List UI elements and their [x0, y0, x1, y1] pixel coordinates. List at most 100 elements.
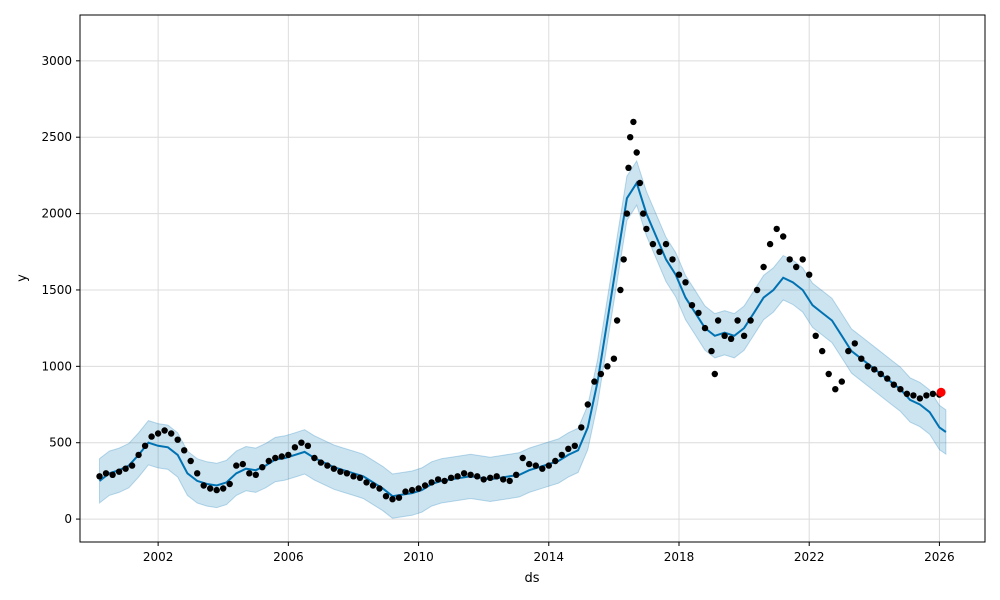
observed-point	[246, 470, 253, 477]
observed-point	[395, 494, 403, 501]
observed-point	[552, 457, 559, 465]
observed-point	[128, 462, 136, 469]
observed-point	[662, 240, 670, 248]
observed-point	[714, 317, 722, 324]
observed-point	[382, 493, 390, 500]
observed-point	[174, 436, 181, 443]
observed-point	[194, 470, 201, 477]
observed-point	[884, 375, 891, 382]
observed-point	[625, 164, 632, 171]
observed-point	[897, 386, 904, 393]
plot-frame	[79, 14, 986, 543]
observed-point	[487, 474, 494, 481]
observed-point	[350, 473, 357, 480]
observed-point	[799, 256, 806, 263]
forecast-series	[98, 180, 947, 498]
observed-point	[506, 477, 513, 485]
observed-point	[669, 256, 676, 263]
observed-point	[851, 340, 858, 347]
interval-band	[99, 159, 947, 519]
observed-point	[343, 470, 351, 477]
observed-point	[148, 433, 155, 440]
observed-point	[656, 248, 663, 255]
observed-point	[910, 392, 917, 399]
x-axis-ticks: 2002 2006 2010 2014 2018 2022 2026	[143, 542, 955, 564]
observed-point	[610, 355, 618, 362]
observed-point	[633, 149, 640, 156]
observed-point	[454, 473, 461, 480]
observed-point	[838, 378, 845, 385]
observed-point	[620, 256, 627, 263]
observed-point	[565, 445, 572, 452]
observed-point	[324, 462, 331, 469]
observed-point	[675, 271, 683, 278]
gridlines	[80, 15, 985, 542]
observed-point	[643, 225, 650, 233]
observed-point	[877, 370, 884, 378]
observed-point	[903, 390, 911, 397]
observed-series	[96, 118, 943, 503]
observed-point	[239, 460, 246, 468]
observed-point	[480, 476, 487, 483]
observed-point	[688, 302, 696, 309]
observed-point	[916, 395, 924, 402]
observed-point	[923, 392, 930, 399]
observed-point	[747, 317, 754, 324]
forecast-line	[98, 180, 947, 498]
observed-point	[285, 451, 292, 459]
observed-point	[363, 479, 370, 486]
uncertainty-interval	[99, 159, 947, 519]
observed-point	[929, 390, 937, 397]
observed-point	[154, 430, 162, 437]
observed-point	[311, 454, 318, 462]
observed-point	[727, 335, 735, 342]
observed-point	[613, 317, 621, 324]
observed-point	[695, 309, 702, 317]
observed-point	[825, 370, 832, 378]
observed-point	[356, 474, 364, 481]
x-tick-label: 2002	[143, 550, 174, 564]
observed-point	[526, 460, 533, 468]
observed-point	[519, 454, 526, 462]
observed-point	[773, 225, 780, 233]
y-tick-label: 1000	[41, 359, 72, 373]
observed-point	[636, 179, 644, 187]
observed-point	[115, 468, 123, 475]
observed-point	[252, 471, 259, 478]
observed-point	[213, 486, 220, 494]
observed-point	[278, 453, 285, 460]
observed-point	[467, 471, 474, 478]
observed-point	[539, 465, 546, 472]
observed-point	[233, 462, 240, 469]
observed-point	[734, 317, 741, 324]
observed-point	[447, 474, 455, 481]
x-tick-label: 2010	[403, 550, 434, 564]
observed-point	[532, 462, 539, 469]
observed-point	[415, 485, 422, 492]
observed-point	[871, 366, 878, 373]
observed-point	[786, 256, 793, 263]
observed-point	[337, 468, 344, 475]
observed-point	[623, 210, 631, 217]
x-axis-label: ds	[524, 571, 539, 586]
observed-point	[864, 363, 871, 370]
observed-point	[701, 324, 709, 332]
y-tick-label: 2000	[41, 207, 72, 221]
observed-point	[500, 476, 507, 483]
observed-point	[434, 476, 442, 483]
observed-point	[721, 332, 728, 339]
observed-point	[376, 485, 383, 492]
observed-point	[428, 479, 435, 486]
observed-point	[793, 263, 800, 271]
observed-point	[591, 378, 598, 385]
observed-point	[298, 439, 305, 446]
observed-point	[441, 477, 448, 485]
observed-point	[226, 480, 233, 488]
observed-point	[109, 471, 116, 478]
observed-point	[627, 134, 634, 141]
observed-point	[421, 482, 429, 489]
observed-point	[187, 457, 194, 465]
observed-point	[890, 381, 897, 388]
observed-point	[259, 464, 266, 471]
latest-point-marker	[936, 387, 946, 397]
